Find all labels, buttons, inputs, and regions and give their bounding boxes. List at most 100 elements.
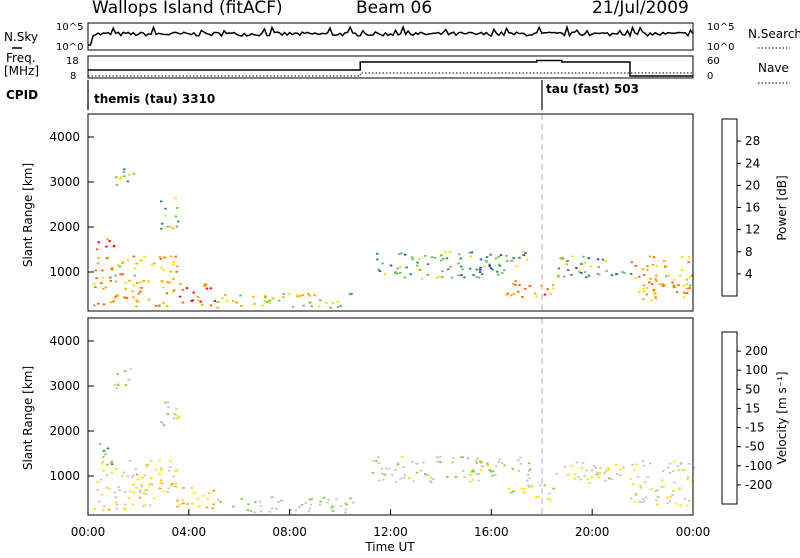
power-scatter-group: [93, 168, 694, 309]
scatter-mark-5: [298, 506, 301, 508]
scatter-mark-6: [387, 467, 391, 470]
x-tick-label: 12:00: [373, 525, 408, 539]
scatter-mark-6: [443, 251, 447, 253]
scatter-mark-6: [461, 268, 465, 271]
scatter-mark-8: [580, 272, 583, 274]
scatter-mark-7: [546, 288, 549, 291]
scatter-mark-8: [575, 461, 579, 464]
scatter-mark-6: [426, 263, 430, 266]
velocity-colorbar-tick: 15: [745, 401, 760, 415]
scatter-mark-1: [106, 238, 109, 241]
scatter-mark-9: [688, 284, 692, 287]
scatter-mark-8: [597, 476, 600, 479]
scatter-mark-6: [515, 265, 518, 268]
scatter-mark-9: [652, 289, 656, 291]
scatter-mark-9: [681, 269, 684, 271]
scatter-mark-1: [108, 240, 111, 242]
scatter-mark-0: [149, 477, 153, 480]
scatter-mark-9: [655, 280, 658, 282]
scatter-mark-8: [605, 270, 608, 272]
scatter-mark-6: [494, 474, 497, 476]
scatter-mark-6: [417, 268, 420, 271]
scatter-mark-3: [175, 417, 178, 420]
scatter-mark-4: [205, 283, 208, 286]
scatter-mark-6: [382, 478, 385, 481]
scatter-mark-6: [475, 473, 478, 475]
scatter-mark-5: [317, 305, 321, 308]
scatter-mark-9: [677, 284, 680, 286]
scatter-mark-5: [335, 498, 338, 501]
scatter-mark-0: [137, 292, 140, 295]
scatter-mark-7: [512, 490, 515, 493]
scatter-mark-9: [630, 261, 634, 264]
scatter-mark-6: [469, 255, 472, 258]
scatter-mark-7: [534, 496, 538, 499]
scatter-mark-2: [128, 379, 131, 381]
scatter-mark-9: [654, 297, 658, 300]
scatter-mark-6: [510, 259, 513, 262]
scatter-mark-7: [549, 499, 552, 502]
scatter-mark-7: [507, 487, 511, 490]
scatter-mark-0: [142, 505, 145, 508]
scatter-mark-2: [116, 384, 120, 387]
scatter-mark-4: [212, 489, 216, 492]
scatter-mark-7: [521, 296, 524, 298]
scatter-mark-9: [651, 264, 655, 266]
scatter-mark-4: [179, 503, 182, 506]
scatter-mark-8: [565, 263, 568, 266]
scatter-mark-9: [664, 275, 668, 278]
scatter-mark-0: [114, 295, 117, 298]
scatter-mark-0: [112, 300, 115, 303]
scatter-mark-0: [93, 304, 96, 307]
scatter-mark-9: [650, 299, 654, 302]
scatter-mark-8: [596, 272, 599, 275]
scatter-mark-0: [128, 279, 131, 282]
scatter-mark-6: [403, 253, 407, 256]
scatter-mark-9: [686, 477, 689, 480]
scatter-mark-9: [673, 481, 676, 484]
scatter-mark-6: [391, 474, 394, 476]
scatter-mark-0: [123, 296, 126, 299]
scatter-mark-0: [153, 497, 156, 500]
scatter-mark-8: [621, 271, 624, 273]
scatter-mark-6: [522, 254, 526, 256]
scatter-mark-8: [596, 258, 600, 261]
scatter-mark-5: [301, 294, 305, 296]
scatter-mark-0: [100, 493, 104, 496]
scatter-mark-0: [126, 475, 129, 478]
scatter-mark-0: [174, 255, 177, 258]
scatter-mark-6: [426, 274, 429, 276]
scatter-mark-9: [679, 504, 682, 507]
scatter-mark-5: [252, 303, 256, 305]
scatter-mark-8: [603, 472, 606, 474]
scatter-mark-0: [172, 278, 175, 280]
scatter-mark-5: [329, 306, 332, 309]
scatter-mark-0: [132, 474, 135, 477]
scatter-mark-0: [123, 491, 127, 493]
scatter-mark-6: [396, 267, 399, 270]
scatter-mark-8: [571, 255, 574, 258]
power-ylabel: Slant Range [km]: [21, 163, 35, 267]
scatter-mark-0: [159, 467, 163, 470]
scatter-mark-6: [475, 461, 478, 464]
nave-tick-top: 60: [707, 56, 720, 67]
scatter-mark-5: [271, 507, 274, 510]
scatter-mark-0: [121, 474, 124, 477]
scatter-mark-0: [135, 299, 138, 302]
scatter-mark-6: [449, 265, 452, 268]
scatter-mark-6: [462, 469, 465, 472]
scatter-mark-4: [213, 300, 217, 302]
scatter-mark-0: [128, 460, 132, 462]
scatter-mark-8: [588, 482, 591, 484]
scatter-mark-5: [249, 510, 253, 513]
scatter-mark-5: [352, 501, 355, 504]
velocity-colorbar-tick: -15: [745, 421, 765, 435]
power-colorbar-tick: 24: [745, 156, 760, 170]
scatter-mark-6: [525, 479, 529, 482]
velocity-panel-bg: [88, 318, 693, 515]
scatter-mark-9: [668, 472, 672, 474]
scatter-mark-6: [416, 264, 419, 267]
scatter-mark-9: [641, 287, 645, 290]
scatter-mark-0: [122, 471, 126, 474]
scatter-mark-9: [673, 278, 676, 281]
